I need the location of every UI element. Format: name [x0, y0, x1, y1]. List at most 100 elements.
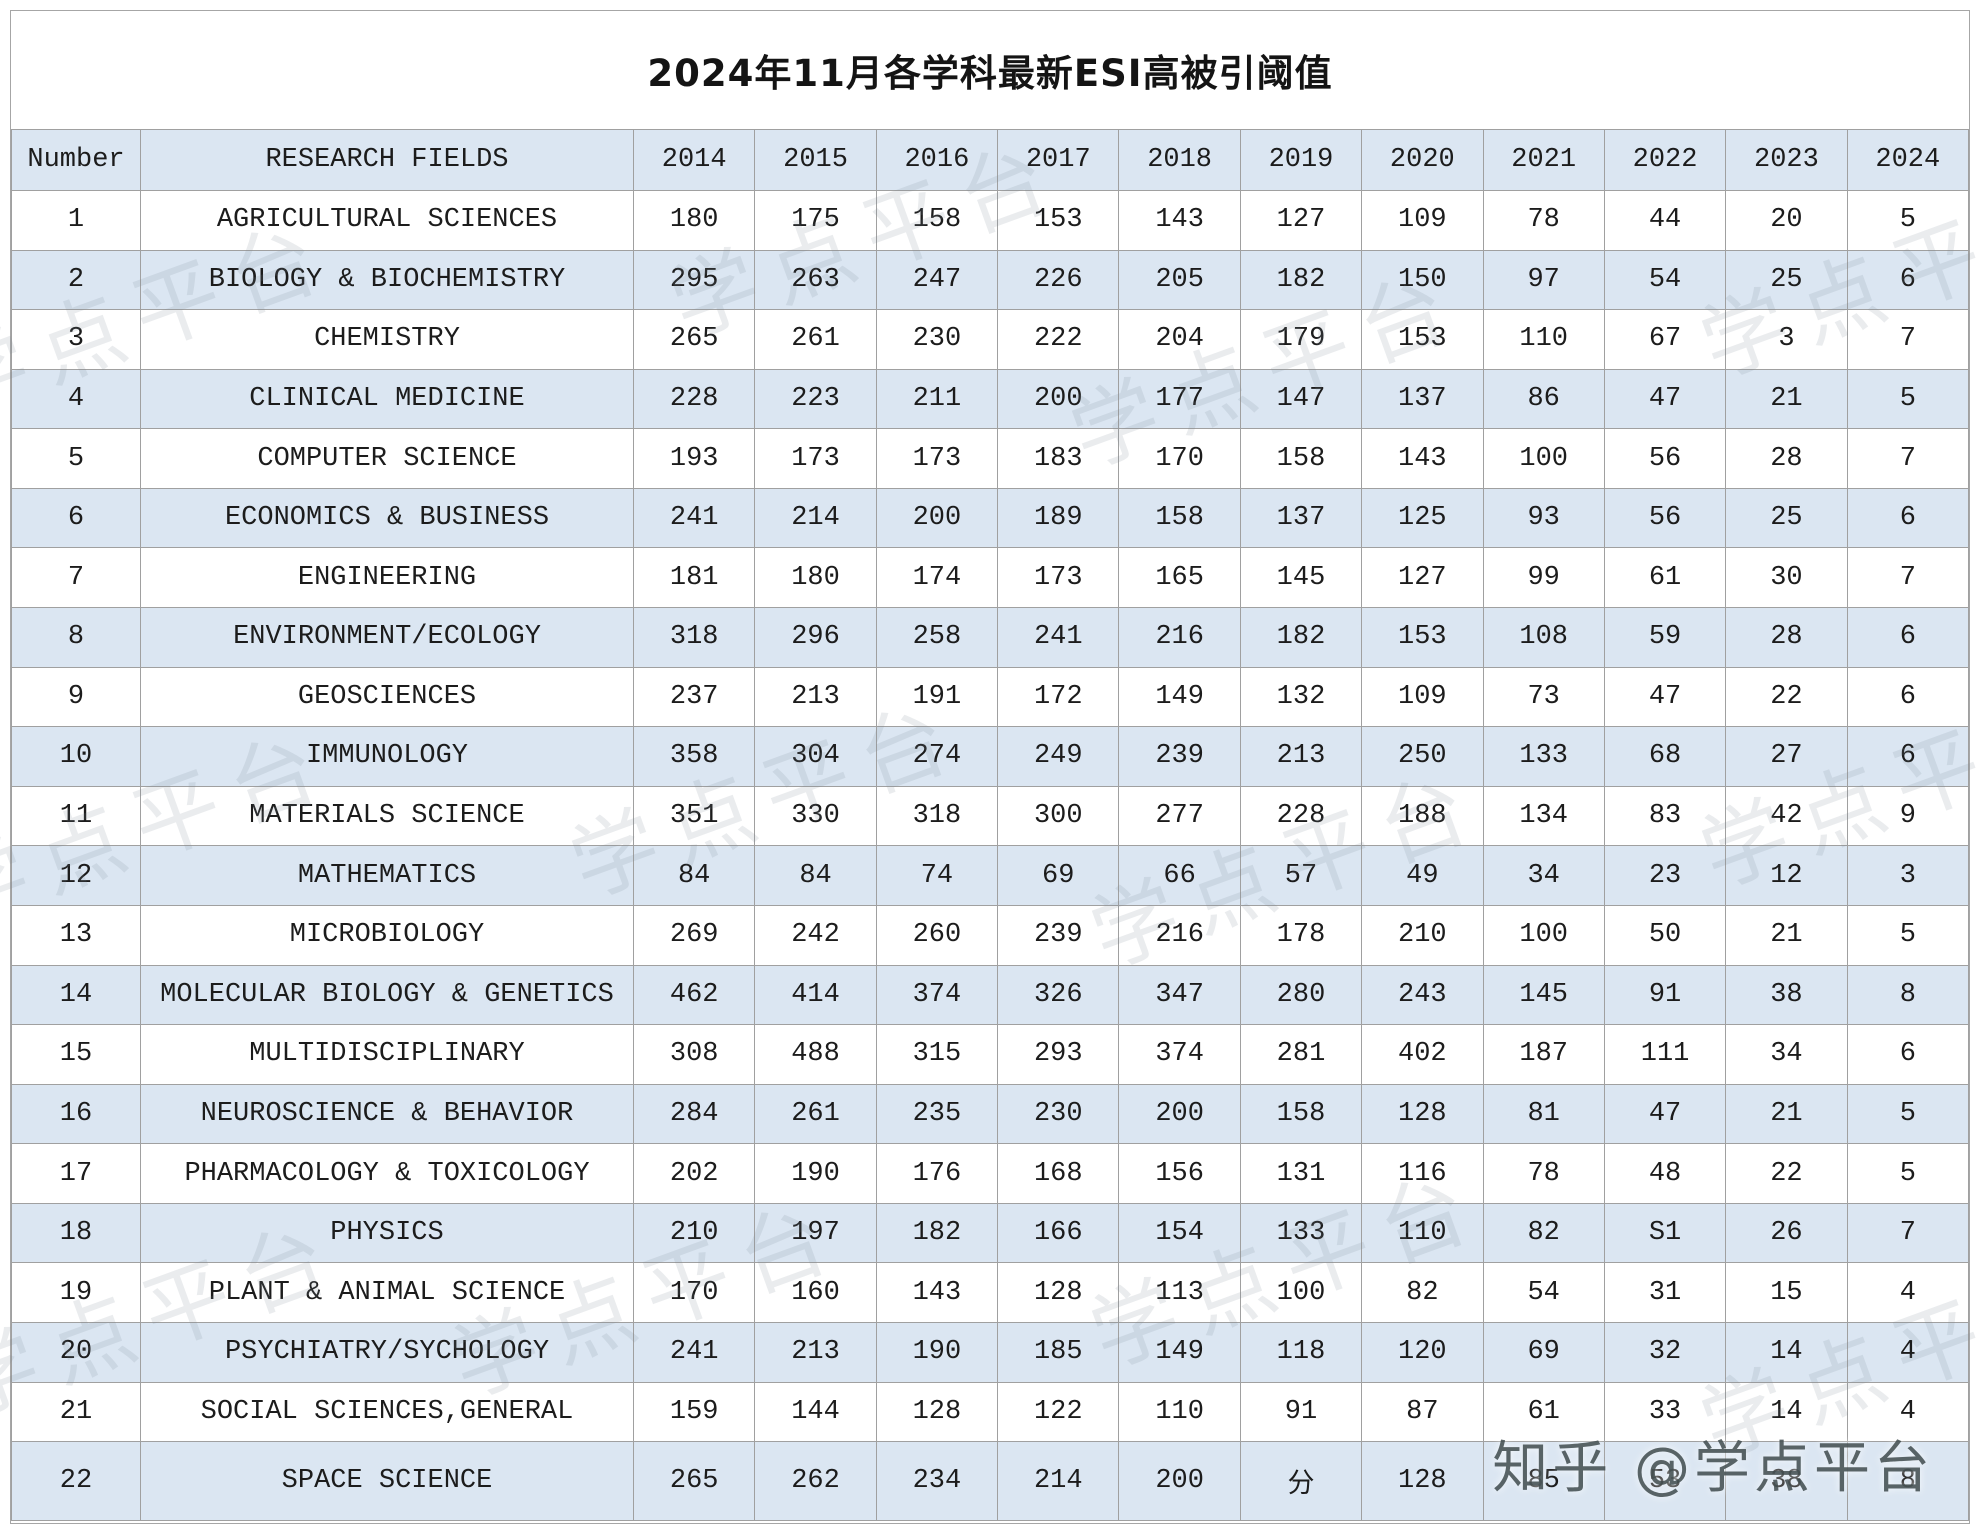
threshold-value: 6	[1846, 1024, 1970, 1085]
threshold-value: 28	[1725, 607, 1848, 668]
threshold-value: 262	[754, 1441, 877, 1521]
threshold-value: 5	[1846, 1083, 1970, 1145]
threshold-value: 197	[754, 1202, 877, 1264]
threshold-value: 34	[1725, 1024, 1848, 1085]
threshold-value: 274	[875, 726, 999, 787]
threshold-value: 330	[754, 785, 877, 847]
threshold-value: 21	[1725, 1083, 1848, 1145]
row-number: 15	[11, 1024, 141, 1085]
threshold-value: 42	[1725, 785, 1848, 847]
threshold-value: 134	[1482, 785, 1605, 847]
threshold-value: 158	[1239, 1083, 1363, 1145]
col-header-year: 2014	[632, 129, 756, 191]
row-number: 2	[11, 249, 141, 311]
threshold-value: 173	[875, 428, 999, 489]
threshold-value: 5	[1846, 368, 1970, 430]
threshold-value: 8	[1846, 1441, 1970, 1521]
col-header-fields: RESEARCH FIELDS	[140, 129, 634, 191]
threshold-value: 284	[632, 1083, 756, 1145]
threshold-value: 202	[632, 1143, 756, 1204]
threshold-value: 222	[997, 309, 1120, 370]
table-row: 13 MICROBIOLOGY 269 242 260 239 216 178 210 100 50…	[11, 904, 1970, 966]
row-number: 12	[11, 845, 141, 906]
threshold-value: 125	[1361, 487, 1484, 549]
research-field: GEOSCIENCES	[140, 666, 634, 728]
threshold-value: 153	[1361, 607, 1484, 668]
threshold-value: 149	[1118, 666, 1241, 728]
research-field: ENGINEERING	[140, 547, 634, 609]
threshold-value: 170	[632, 1262, 756, 1323]
table-row: 21 SOCIAL SCIENCES,GENERAL 159 144 128 122 110…	[11, 1381, 1970, 1443]
research-field: PLANT & ANIMAL SCIENCE	[140, 1262, 634, 1323]
col-header-year: 2018	[1118, 129, 1241, 191]
threshold-value: 118	[1239, 1321, 1363, 1383]
threshold-value: 280	[1239, 964, 1363, 1026]
table-row: 6 ECONOMICS & BUSINESS 241 214 200 189 158 137 1…	[11, 487, 1970, 549]
row-number: 4	[11, 368, 141, 430]
threshold-value: 172	[997, 666, 1120, 728]
col-header-year: 2017	[997, 129, 1120, 191]
table-row: 10 IMMUNOLOGY 358 304 274 249 239 213 250 133 68 27…	[11, 726, 1970, 787]
threshold-value: 318	[875, 785, 999, 847]
threshold-value: 61	[1603, 547, 1727, 609]
threshold-value: 374	[1118, 1024, 1241, 1085]
threshold-value: 179	[1239, 309, 1363, 370]
threshold-value: 5	[1846, 190, 1970, 251]
table-row: 19 PLANT & ANIMAL SCIENCE 170 160 143 128 113 1…	[11, 1262, 1970, 1323]
threshold-value: 158	[1239, 428, 1363, 489]
threshold-value: 26	[1725, 1202, 1848, 1264]
threshold-value: 47	[1603, 1083, 1727, 1145]
threshold-value: 69	[1482, 1321, 1605, 1383]
threshold-value: 239	[1118, 726, 1241, 787]
table-row: 1 AGRICULTURAL SCIENCES 180 175 158 153 143 127…	[11, 190, 1970, 251]
threshold-value: 74	[875, 845, 999, 906]
table-row: 8 ENVIRONMENT/ECOLOGY 318 296 258 241 216 182 15…	[11, 607, 1970, 668]
threshold-value: 78	[1482, 1143, 1605, 1204]
table-head: Number RESEARCH FIELDS 2014 2015 2016 2017 201…	[11, 129, 1970, 191]
threshold-value: 48	[1603, 1143, 1727, 1204]
threshold-value: 228	[1239, 785, 1363, 847]
threshold-value: 61	[1482, 1381, 1605, 1443]
threshold-value: 182	[1239, 607, 1363, 668]
threshold-value: 183	[997, 428, 1120, 489]
threshold-value: 154	[1118, 1202, 1241, 1264]
threshold-value: 116	[1361, 1143, 1484, 1204]
threshold-value: 7	[1846, 547, 1970, 609]
threshold-value: 7	[1846, 1202, 1970, 1264]
threshold-value: 414	[754, 964, 877, 1026]
row-number: 1	[11, 190, 141, 251]
threshold-value: 127	[1239, 190, 1363, 251]
threshold-value: 263	[754, 249, 877, 311]
page-title: 2024年11月各学科最新ESI高被引阈值	[647, 52, 1333, 95]
threshold-value: 226	[997, 249, 1120, 311]
table-header-row: Number RESEARCH FIELDS 2014 2015 2016 2017 201…	[11, 129, 1970, 191]
threshold-value: 56	[1603, 428, 1727, 489]
threshold-value: 165	[1118, 547, 1241, 609]
threshold-value: 214	[997, 1441, 1120, 1521]
threshold-value: 57	[1239, 845, 1363, 906]
threshold-value: 47	[1603, 368, 1727, 430]
threshold-value: 185	[997, 1321, 1120, 1383]
threshold-value: 261	[754, 309, 877, 370]
threshold-value: 235	[875, 1083, 999, 1145]
threshold-value: 82	[1361, 1262, 1484, 1323]
threshold-value: 21	[1725, 368, 1848, 430]
table-row: 9 GEOSCIENCES 237 213 191 172 149 132 109 73 47 22 6	[11, 666, 1970, 728]
row-number: 18	[11, 1202, 141, 1264]
threshold-value: 187	[1482, 1024, 1605, 1085]
research-field: SPACE SCIENCE	[140, 1441, 634, 1521]
threshold-value: 174	[875, 547, 999, 609]
threshold-value: 6	[1846, 487, 1970, 549]
col-header-number: Number	[11, 129, 141, 191]
threshold-value: 269	[632, 904, 756, 966]
row-number: 14	[11, 964, 141, 1026]
threshold-value: 93	[1482, 487, 1605, 549]
threshold-value: 97	[1482, 249, 1605, 311]
threshold-value: 175	[754, 190, 877, 251]
threshold-value: 100	[1239, 1262, 1363, 1323]
threshold-value: 144	[754, 1381, 877, 1443]
table-row: 4 CLINICAL MEDICINE 228 223 211 200 177 147 137 8…	[11, 368, 1970, 430]
research-field: CHEMISTRY	[140, 309, 634, 370]
threshold-value: 66	[1118, 845, 1241, 906]
table-row: 15 MULTIDISCIPLINARY 308 488 315 293 374 281 402…	[11, 1024, 1970, 1085]
